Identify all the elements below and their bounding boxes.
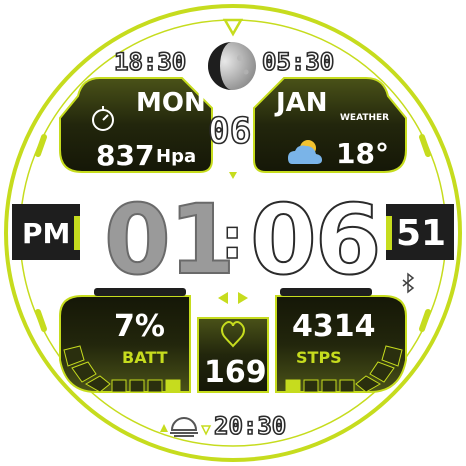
sunrise-icon bbox=[160, 417, 212, 437]
date-panel-right bbox=[253, 77, 407, 173]
ampm: PM bbox=[22, 217, 71, 250]
month: JAN bbox=[276, 88, 328, 118]
pressure-value: 837 bbox=[96, 139, 155, 172]
sunrise-time: 18:30 bbox=[113, 48, 187, 76]
sunset-time: 05:30 bbox=[261, 48, 335, 76]
top-triangle-icon bbox=[222, 18, 244, 37]
stopwatch-icon bbox=[92, 106, 114, 131]
hours: 01 bbox=[103, 184, 237, 296]
battery-level-bars bbox=[63, 345, 181, 393]
day-number: 06 bbox=[207, 111, 252, 152]
battery-value: 7% bbox=[114, 309, 165, 344]
moon-icon bbox=[208, 42, 256, 90]
weather-label: WEATHER bbox=[340, 113, 390, 123]
heart-panel bbox=[197, 317, 269, 393]
seconds: 51 bbox=[396, 213, 447, 254]
steps-label: STPS bbox=[296, 348, 342, 367]
heart-icon bbox=[220, 320, 246, 348]
steps-level-bars bbox=[285, 345, 403, 393]
battery-label: BATT bbox=[122, 348, 168, 367]
outer-ring bbox=[4, 4, 462, 462]
weekday: MON bbox=[136, 88, 206, 118]
center-arrows-icon bbox=[218, 292, 248, 304]
alarm-time: 20:30 bbox=[213, 412, 287, 440]
weather-temp: 18° bbox=[336, 137, 389, 170]
pressure-unit: Hpa bbox=[156, 146, 197, 167]
minutes: 06 bbox=[249, 184, 383, 296]
heart-rate-value: 169 bbox=[204, 355, 267, 390]
steps-value: 4314 bbox=[292, 309, 376, 344]
date-panel-left bbox=[59, 77, 213, 173]
cloud-sun-icon bbox=[288, 140, 322, 164]
time-colon: : bbox=[220, 207, 244, 272]
bluetooth-icon bbox=[402, 272, 415, 294]
